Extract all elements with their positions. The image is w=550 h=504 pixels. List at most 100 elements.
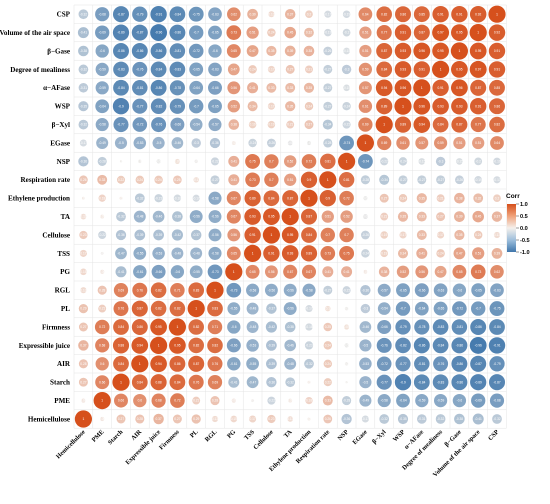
corr-circle: [156, 159, 161, 164]
corr-circle: [283, 302, 297, 316]
row-label: Respiration rate: [21, 176, 70, 184]
corr-circle: [78, 64, 89, 75]
corr-value-label: -0.77: [381, 380, 388, 384]
corr-circle: [97, 285, 107, 295]
corr-circle: [119, 196, 123, 200]
corr-circle: [322, 395, 333, 406]
corr-value-label: 0.73: [475, 270, 481, 274]
corr-value-label: 0.24: [400, 196, 406, 200]
corr-value-label: 0.23: [268, 417, 274, 421]
corr-value-label: -0.72: [193, 49, 200, 53]
corr-value-label: 0.13: [494, 233, 500, 237]
corr-circle: [112, 98, 130, 115]
corr-value-label: 0.06: [80, 399, 86, 403]
column-label: PME: [91, 429, 106, 444]
corr-value-label: 0.65: [249, 270, 255, 274]
corr-circle: [80, 268, 87, 276]
corr-value-label: 0.41: [343, 270, 349, 274]
corr-circle: [245, 153, 261, 169]
corr-circle: [361, 415, 369, 423]
corr-value-label: -0.15: [343, 86, 350, 90]
corr-value-label: 0.28: [212, 399, 218, 403]
corr-circle: [169, 300, 186, 317]
column-label: EGase: [351, 429, 369, 447]
corr-circle: [323, 359, 333, 369]
corr-circle: [307, 380, 311, 384]
corr-circle: [360, 303, 371, 314]
corr-circle: [376, 6, 392, 22]
corr-circle: [226, 191, 241, 206]
corr-circle: [394, 79, 412, 97]
corr-circle: [414, 356, 430, 372]
corr-circle: [376, 25, 392, 41]
corr-value-label: 0.69: [118, 288, 124, 292]
corr-circle: [415, 136, 429, 150]
corr-circle: [285, 377, 296, 388]
corr-value-label: 0.18: [99, 196, 105, 200]
corr-value-label: -0.3: [363, 307, 369, 311]
corr-circle: [434, 265, 447, 278]
corr-value-label: 0.56: [231, 233, 237, 237]
corr-value-label: -0.32: [80, 68, 87, 72]
corr-circle: [395, 319, 411, 335]
corr-value-label: -0.46: [287, 344, 294, 348]
corr-value-label: 1: [440, 68, 442, 72]
corr-value-label: -0.63: [437, 288, 444, 292]
corr-value-label: -0.63: [211, 68, 218, 72]
column-label: β−Xyl: [371, 429, 388, 446]
corr-circle: [169, 61, 186, 78]
corr-value-label: 0.65: [231, 252, 237, 256]
corr-value-label: 0.23: [80, 233, 86, 237]
heatmap-cells: -0.32 -0.68 -0.87 -0.79 -0.91 -0.84 -0.75 -0.63…: [74, 5, 506, 428]
corr-value-label: 0.95: [287, 233, 293, 237]
corr-value-label: -0.48: [136, 215, 143, 219]
corr-circle: [187, 300, 205, 318]
corr-circle: [251, 399, 255, 403]
corr-value-label: 0.82: [381, 12, 387, 16]
corr-value-label: -0.41: [117, 270, 124, 274]
corr-circle: [174, 158, 180, 164]
corr-value-label: -0.7: [193, 104, 199, 108]
corr-circle: [206, 281, 224, 299]
corr-circle: [74, 410, 92, 428]
corr-circle: [342, 101, 351, 111]
corr-circle: [227, 7, 241, 21]
corr-value-label: -0.48: [193, 252, 200, 256]
corr-value-label: -0.64: [418, 307, 425, 311]
corr-circle: [114, 393, 128, 408]
corr-value-label: 0.95: [268, 215, 274, 219]
corr-circle: [320, 246, 336, 261]
corr-circle: [469, 23, 487, 42]
corr-value-label: -0.89: [117, 31, 124, 35]
corr-circle: [359, 339, 372, 352]
corr-value-label: 1: [327, 178, 329, 182]
corr-circle: [418, 158, 426, 165]
corr-circle: [344, 343, 349, 348]
corr-value-label: -0.6: [457, 288, 463, 292]
corr-circle: [169, 43, 186, 59]
corr-value-label: 0.47: [437, 270, 443, 274]
corr-value-label: -0.04: [136, 160, 143, 164]
corr-circle: [94, 319, 110, 335]
corr-value-label: 0.72: [99, 325, 105, 329]
corr-value-label: 0.24: [249, 68, 255, 72]
corr-circle: [375, 79, 393, 97]
corr-circle: [226, 25, 242, 40]
corr-value-label: 0.25: [174, 178, 180, 182]
row-label: Firmness: [42, 323, 70, 331]
corr-circle: [116, 175, 126, 184]
corr-circle: [189, 210, 203, 224]
corr-value-label: 0.03: [118, 196, 124, 200]
corr-circle: [325, 305, 331, 312]
corr-value-label: -0.74: [343, 141, 350, 145]
corr-value-label: 0.41: [231, 178, 237, 182]
corr-circle: [188, 6, 204, 22]
corr-circle: [398, 157, 408, 166]
corr-circle: [113, 79, 129, 96]
corr-circle: [433, 136, 448, 150]
legend-tick-label: 0.5: [520, 214, 528, 220]
corr-value-label: 0.03: [306, 380, 312, 384]
corr-circle: [398, 193, 408, 203]
corr-value-label: 0.91: [268, 252, 274, 256]
corr-circle: [471, 283, 486, 298]
